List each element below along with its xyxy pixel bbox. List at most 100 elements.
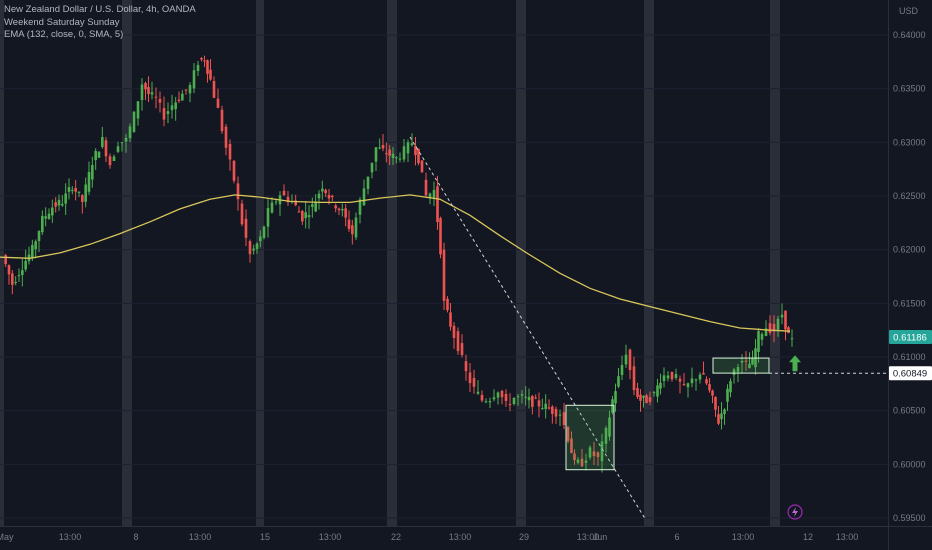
candle-down bbox=[504, 393, 508, 401]
candle-down bbox=[464, 361, 468, 372]
candle-up bbox=[686, 383, 690, 388]
ema-line bbox=[0, 194, 791, 332]
candle-down bbox=[236, 183, 240, 200]
candle-down bbox=[639, 394, 642, 401]
candle-down bbox=[446, 298, 449, 311]
x-tick-label: 13:00 bbox=[836, 532, 859, 542]
candle-down bbox=[547, 407, 551, 409]
candle-up bbox=[720, 413, 723, 420]
candle-up bbox=[780, 314, 784, 318]
candle-down bbox=[772, 323, 776, 332]
candle-up bbox=[726, 388, 729, 402]
legend-weekend-indicator[interactable]: Weekend Saturday Sunday bbox=[4, 16, 120, 28]
candle-down bbox=[636, 388, 639, 397]
candle-down bbox=[414, 145, 417, 156]
candle-up bbox=[748, 363, 751, 369]
candle-up bbox=[370, 162, 374, 173]
candle-down bbox=[177, 99, 181, 101]
candle-up bbox=[428, 193, 432, 199]
candle-down bbox=[705, 379, 708, 384]
legend-symbol[interactable]: New Zealand Dollar / U.S. Dollar, 4h, OA… bbox=[4, 4, 196, 15]
candle-up bbox=[611, 399, 614, 413]
candle-up bbox=[790, 338, 794, 340]
candle-down bbox=[424, 179, 428, 196]
candle-down bbox=[554, 409, 558, 417]
candle-up bbox=[196, 64, 200, 71]
candle-up bbox=[662, 375, 666, 381]
candle-up bbox=[398, 158, 402, 160]
candle-down bbox=[381, 144, 385, 149]
candle-up bbox=[358, 199, 362, 215]
candle-down bbox=[388, 149, 391, 156]
candle-down bbox=[286, 196, 290, 203]
candle-down bbox=[104, 140, 108, 157]
candle-up bbox=[94, 150, 97, 161]
candle-up bbox=[31, 244, 34, 259]
candle-down bbox=[417, 148, 420, 164]
legend-ema-indicator[interactable]: EMA (132, close, 0, SMA, 5) bbox=[4, 29, 124, 40]
weekend-band bbox=[0, 0, 4, 526]
candle-down bbox=[596, 452, 600, 458]
x-tick-label: 6 bbox=[674, 532, 679, 542]
candle-up bbox=[44, 216, 47, 219]
candle-up bbox=[541, 408, 544, 410]
candle-up bbox=[87, 172, 91, 192]
candle-down bbox=[324, 189, 327, 194]
candle-down bbox=[460, 343, 464, 356]
candle-up bbox=[666, 375, 670, 379]
candle-up bbox=[34, 241, 37, 250]
candle-up bbox=[624, 354, 628, 365]
level-price-tag bbox=[889, 366, 932, 381]
candle-down bbox=[209, 69, 212, 80]
y-tick-label: 0.64000 bbox=[893, 30, 926, 40]
candle-down bbox=[212, 80, 216, 98]
candle-up bbox=[694, 379, 698, 381]
candle-up bbox=[620, 365, 624, 376]
candle-down bbox=[108, 156, 112, 166]
candle-up bbox=[132, 111, 136, 132]
candle-down bbox=[385, 153, 388, 155]
candle-up bbox=[378, 147, 381, 149]
candle-down bbox=[200, 58, 203, 60]
candle-up bbox=[274, 201, 278, 203]
candle-down bbox=[344, 208, 347, 218]
candle-up bbox=[374, 147, 378, 162]
x-tick-label: 13:00 bbox=[319, 532, 342, 542]
candle-down bbox=[784, 310, 787, 330]
candle-up bbox=[740, 360, 744, 363]
candle-up bbox=[47, 213, 51, 219]
candle-down bbox=[678, 378, 682, 382]
x-tick-label: 12 bbox=[803, 532, 813, 542]
candle-up bbox=[764, 328, 768, 336]
candle-up bbox=[690, 378, 694, 384]
candle-up bbox=[61, 203, 64, 206]
candle-down bbox=[244, 218, 248, 238]
candle-down bbox=[628, 349, 632, 371]
candle-up bbox=[120, 142, 124, 144]
weekend-band bbox=[516, 0, 526, 526]
candle-up bbox=[255, 243, 259, 250]
candle-up bbox=[524, 396, 527, 398]
lightning-icon bbox=[787, 504, 803, 520]
candle-down bbox=[717, 414, 720, 424]
candle-up bbox=[395, 157, 398, 159]
candle-up bbox=[614, 391, 617, 404]
candle-up bbox=[729, 381, 732, 393]
candle-up bbox=[527, 397, 531, 401]
candle-up bbox=[520, 394, 524, 396]
x-tick-label: 22 bbox=[391, 532, 401, 542]
candle-down bbox=[566, 427, 570, 442]
candle-up bbox=[723, 409, 726, 415]
candle-up bbox=[558, 414, 562, 416]
candle-up bbox=[174, 102, 177, 110]
candle-down bbox=[702, 372, 705, 375]
chart-legend: New Zealand Dollar / U.S. Dollar, 4h, OA… bbox=[4, 4, 196, 42]
candle-down bbox=[531, 396, 534, 407]
y-tick-label: 0.60000 bbox=[893, 459, 926, 469]
candle-up bbox=[37, 231, 41, 242]
candle-down bbox=[420, 160, 424, 173]
x-tick-label: 29 bbox=[519, 532, 529, 542]
candle-up bbox=[321, 188, 324, 192]
